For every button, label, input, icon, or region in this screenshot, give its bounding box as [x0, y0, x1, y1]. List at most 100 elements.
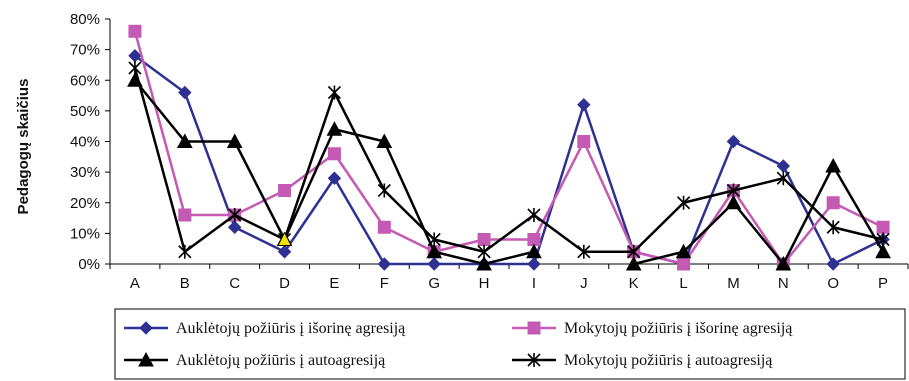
data-point — [577, 244, 591, 259]
legend-marker — [139, 321, 153, 335]
series-line — [133, 30, 884, 266]
y-tick-label: 70% — [70, 42, 100, 59]
data-point — [477, 244, 491, 259]
series-line — [134, 54, 884, 266]
legend-item: Auklėtojų požiūris į išorinę agresiją — [124, 320, 406, 337]
data-point — [776, 171, 790, 186]
data-point — [527, 208, 541, 222]
x-tick-label: F — [380, 275, 389, 292]
legend: Auklėtojų požiūris į išorinę agresiją Mok… — [114, 308, 906, 380]
legend-item: Mokytojų požiūris į autoagresiją — [512, 352, 773, 369]
data-point — [527, 257, 541, 271]
data-point — [726, 134, 741, 149]
legend-label: Mokytojų požiūris į išorinę agresiją — [564, 320, 793, 337]
y-tick-label: 20% — [70, 195, 100, 212]
data-point — [476, 255, 492, 271]
data-point — [376, 133, 393, 148]
legend-label: Mokytojų požiūris į autoagresiją — [564, 352, 773, 369]
legend-marker — [527, 353, 541, 367]
data-point — [477, 233, 491, 246]
chart-axes — [105, 18, 909, 269]
y-axis-label: Pedagogų skaičius — [15, 79, 32, 215]
data-point — [627, 244, 641, 259]
data-point — [776, 159, 791, 173]
x-tick-labels: A B C D E F G H I J K L M N O P — [130, 275, 888, 292]
x-tick-label: H — [479, 275, 490, 292]
x-tick-label: I — [532, 275, 536, 292]
x-tick-label: C — [229, 275, 240, 292]
legend-label: Auklėtojų požiūris į autoagresiją — [176, 352, 386, 369]
legend-marker — [138, 351, 154, 367]
legend-box — [114, 308, 906, 380]
x-tick-label: A — [130, 275, 140, 292]
data-point — [178, 244, 192, 259]
x-tick-label: E — [329, 275, 339, 292]
data-point — [178, 208, 192, 222]
y-tick-labels: 80% 70% 60% 50% 40% 30% 20% 10% 0% — [70, 11, 100, 273]
data-point — [327, 85, 342, 100]
data-point — [227, 220, 242, 234]
data-point — [128, 61, 142, 75]
x-tick-label: N — [778, 275, 789, 292]
data-point — [278, 184, 292, 197]
x-tick-label: O — [827, 275, 839, 292]
x-tick-label: J — [580, 275, 588, 292]
x-tick-label: M — [727, 275, 740, 292]
y-tick-label: 10% — [70, 225, 100, 242]
data-point — [726, 183, 741, 198]
data-point — [176, 133, 193, 148]
data-point — [427, 257, 441, 271]
data-point — [625, 255, 642, 271]
y-tick-label: 80% — [70, 11, 100, 28]
data-point — [826, 196, 840, 210]
data-point — [377, 257, 392, 271]
data-point — [676, 195, 691, 210]
x-tick-label: G — [428, 275, 440, 292]
data-point — [226, 133, 243, 148]
data-point — [128, 24, 142, 38]
y-tick-label: 30% — [70, 164, 100, 181]
data-point — [327, 171, 342, 185]
y-tick-label: 60% — [70, 72, 100, 89]
data-point — [178, 85, 192, 100]
series-line — [133, 67, 884, 253]
data-point — [875, 243, 891, 259]
data-point — [228, 208, 242, 222]
data-point — [426, 243, 443, 259]
highlight-point — [278, 233, 291, 245]
data-point — [725, 194, 742, 210]
data-point — [326, 121, 343, 136]
x-tick-label: L — [679, 275, 687, 292]
legend-marker — [527, 321, 541, 335]
data-point — [876, 232, 890, 247]
data-point — [675, 243, 692, 259]
x-tick-label: D — [279, 275, 290, 292]
data-point — [427, 232, 441, 247]
legend-item: Mokytojų požiūris į išorinę agresiją — [512, 320, 793, 337]
data-point — [526, 243, 542, 259]
data-point — [775, 255, 792, 271]
data-point — [277, 245, 292, 259]
data-point — [577, 135, 591, 148]
x-tick-label: P — [878, 275, 888, 292]
x-tick-label: K — [629, 275, 639, 292]
series-4 — [128, 61, 890, 259]
series-line — [633, 164, 885, 266]
data-series — [127, 24, 891, 271]
data-point — [876, 220, 890, 234]
legend-label: Auklėtojų požiūris į išorinę agresiją — [176, 320, 406, 337]
data-point — [825, 157, 842, 173]
y-tick-label: 0% — [78, 256, 100, 273]
data-point — [826, 220, 840, 235]
legend-item: Auklėtojų požiūris į autoagresiją — [124, 351, 386, 369]
y-tick-label: 50% — [70, 103, 100, 120]
data-point — [377, 220, 391, 234]
data-point — [677, 257, 691, 271]
y-tick-label: 40% — [70, 134, 100, 151]
data-point — [826, 257, 840, 271]
data-point — [327, 147, 341, 161]
data-point — [577, 98, 591, 112]
x-tick-label: B — [180, 275, 190, 292]
data-point — [377, 183, 391, 198]
